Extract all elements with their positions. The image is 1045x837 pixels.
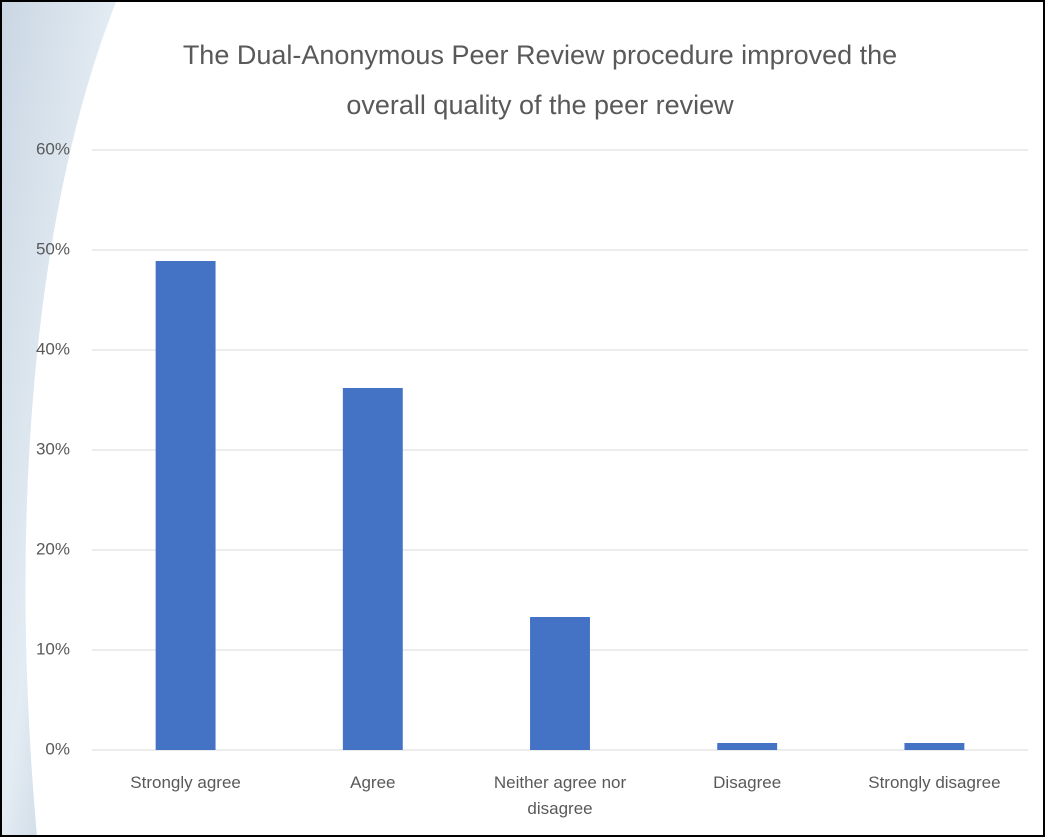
y-tick-label: 50% [36, 239, 70, 258]
page: 0% 10% 20% 30% 40% 50% 60% The Dual-Anonymous … [0, 0, 1045, 837]
y-tick-label: 10% [36, 639, 70, 658]
x-tick-label: Disagree [657, 770, 837, 796]
y-tick-label: 40% [36, 339, 70, 358]
y-tick-label: 20% [36, 539, 70, 558]
bar [343, 388, 403, 750]
x-tick-label: Strongly disagree [844, 770, 1024, 796]
y-tick-label: 0% [45, 739, 70, 758]
bar [717, 743, 777, 750]
bar [156, 261, 216, 750]
y-tick-label: 60% [36, 139, 70, 158]
bar [530, 617, 590, 750]
bar [904, 743, 964, 750]
chart-title: The Dual-Anonymous Peer Review procedure… [140, 30, 940, 130]
y-tick-label: 30% [36, 439, 70, 458]
x-tick-label: Agree [283, 770, 463, 796]
x-tick-label: Neither agree nor disagree [470, 770, 650, 822]
decor-ice [0, 0, 120, 837]
x-tick-label: Strongly agree [96, 770, 276, 796]
